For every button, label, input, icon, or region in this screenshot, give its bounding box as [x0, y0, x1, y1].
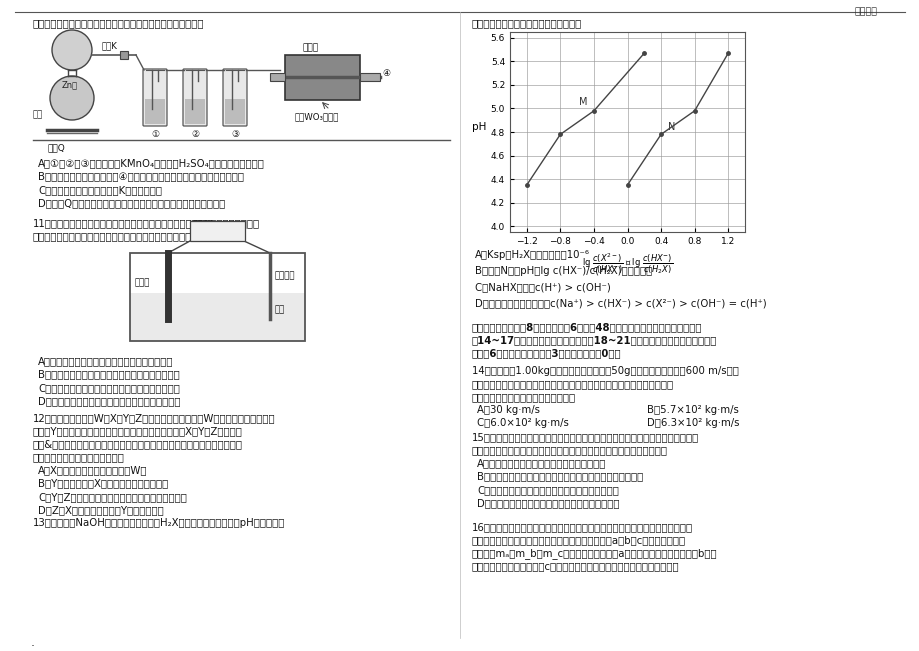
Text: D．通入的保护电流应该根据环境条件变化进行调整: D．通入的保护电流应该根据环境条件变化进行调整	[38, 396, 180, 406]
Circle shape	[52, 30, 92, 70]
Text: 冷剂，Y的原子半径是所有短周期主族元素中最大的。由X、Y和Z三种元素: 冷剂，Y的原子半径是所有短周期主族元素中最大的。由X、Y和Z三种元素	[33, 426, 243, 436]
Text: 海水: 海水	[275, 305, 285, 314]
Text: ②: ②	[191, 130, 199, 139]
Text: B．曲线N表示pH与lg c(HX⁻)/c(H₂X)的变化关系: B．曲线N表示pH与lg c(HX⁻)/c(H₂X)的变化关系	[474, 266, 652, 276]
Text: 装置Q: 装置Q	[48, 143, 65, 152]
Bar	[269, 73, 285, 81]
Text: A．速度较小的球下降相同距离所用的时间较多: A．速度较小的球下降相同距离所用的时间较多	[476, 458, 606, 468]
Text: Zn粒: Zn粒	[62, 80, 78, 89]
Text: 盐酸: 盐酸	[33, 110, 43, 119]
Text: C．6.0×10² kg·m/s: C．6.0×10² kg·m/s	[476, 418, 568, 428]
Text: 学科&网形成的一种盐溶于水后，加入稀盐酸，有黄色沉淀析出，同时有刺激: 学科&网形成的一种盐溶于水后，加入稀盐酸，有黄色沉淀析出，同时有刺激	[33, 439, 243, 449]
Text: 直流电源: 直流电源	[193, 220, 214, 229]
Text: A．Ksp（H₂X）的数量级为10⁻⁶: A．Ksp（H₂X）的数量级为10⁻⁶	[474, 250, 589, 260]
Text: D．Z与X属于同一主族，与Y属于同一周期: D．Z与X属于同一主族，与Y属于同一周期	[38, 505, 164, 516]
Text: D．速度较大的球在相同时间间隔内下降的距离较大: D．速度较大的球在相同时间间隔内下降的距离较大	[476, 499, 618, 508]
Bar	[190, 221, 244, 241]
Text: 管式炉: 管式炉	[302, 43, 319, 52]
Text: 11．支持海港码头基础的防腐技术，常用外加电流的阴极保护法进行防腐，工作原: 11．支持海港码头基础的防腐技术，常用外加电流的阴极保护法进行防腐，工作原	[33, 218, 260, 228]
Bar	[130, 253, 305, 341]
Text: 活塞K: 活塞K	[102, 41, 118, 50]
Text: 盛有WO₃的瓷舟: 盛有WO₃的瓷舟	[295, 112, 339, 121]
Text: D．当混合溶液呈中性时，c(Na⁺) > c(HX⁻) > c(X²⁻) > c(OH⁻) = c(H⁺): D．当混合溶液呈中性时，c(Na⁺) > c(HX⁻) > c(X²⁻) > c…	[474, 298, 766, 308]
Bar	[185, 99, 205, 124]
Text: M: M	[578, 97, 586, 107]
Text: 16．如图，空间某区域存在匀强电场和匀强磁场，电场方向竖直向上（与纸面平: 16．如图，空间某区域存在匀强电场和匀强磁场，电场方向竖直向上（与纸面平	[471, 522, 692, 532]
Text: 行），磁场方向垂直于纸面向量。三个带正电的微粒a、b、c电荷量相等，质: 行），磁场方向垂直于纸面向量。三个带正电的微粒a、b、c电荷量相等，质	[471, 535, 686, 545]
Y-axis label: pH: pH	[471, 122, 486, 132]
Bar	[130, 293, 305, 341]
Bar	[145, 99, 165, 124]
Text: 理如图所示，其中高硅铸铁为惰性辅助阳极。下列有关表述不正确的是: 理如图所示，其中高硅铸铁为惰性辅助阳极。下列有关表述不正确的是	[33, 231, 222, 241]
Text: B．速度较小的球在下降相同距离时在竖直方向上的速度较大: B．速度较小的球在下降相同距离时在竖直方向上的速度较大	[476, 471, 642, 482]
Text: 高硅铸铁: 高硅铸铁	[275, 271, 295, 280]
FancyBboxPatch shape	[142, 69, 167, 126]
Text: A．X的简单氢化物的热稳定性比W强: A．X的简单氢化物的热稳定性比W强	[38, 465, 147, 475]
Text: D．6.3×10² kg·m/s: D．6.3×10² kg·m/s	[646, 418, 739, 428]
Text: 13．常温下将NaOH溶液添加到已二酸（H₂X）溶液中，混合溶液的pH与离子浓度: 13．常温下将NaOH溶液添加到已二酸（H₂X）溶液中，混合溶液的pH与离子浓度	[33, 518, 285, 528]
FancyBboxPatch shape	[183, 69, 207, 126]
Circle shape	[50, 76, 94, 120]
Text: ①: ①	[151, 130, 159, 139]
Bar	[119, 51, 128, 59]
Text: N: N	[667, 122, 675, 132]
Text: 二、选择题：本题共8小题，每小题6分，共48分。在每小题给出的四个选项中，: 二、选择题：本题共8小题，每小题6分，共48分。在每小题给出的四个选项中，	[471, 322, 702, 332]
Text: ④: ④	[381, 69, 390, 78]
Text: 钢管桩: 钢管桩	[135, 278, 150, 287]
Text: B．Y的简单离子与X的具有相同的电子层结构: B．Y的简单离子与X的具有相同的电子层结构	[38, 478, 168, 488]
Text: 精品文档: 精品文档	[854, 7, 877, 16]
Text: ·: ·	[31, 640, 35, 651]
Text: D．装置Q（启普发生器）也可用于二氧化锰与浓盐酸反应制备氯气: D．装置Q（启普发生器）也可用于二氧化锰与浓盐酸反应制备氯气	[38, 199, 225, 208]
Text: （喷出过程中重力和空气阻力可忽略）: （喷出过程中重力和空气阻力可忽略）	[471, 392, 575, 402]
Text: 对的得6分，选对但不全的得3分，有选错的得0分。: 对的得6分，选对但不全的得3分，有选错的得0分。	[471, 348, 621, 358]
Text: 15．发球机从同一高度向正前方依次水平射出两个速度不同的乒乓球（忽略空气的: 15．发球机从同一高度向正前方依次水平射出两个速度不同的乒乓球（忽略空气的	[471, 432, 698, 442]
Text: C．速度较大的球通过同一水平距离所用的时间较少: C．速度较大的球通过同一水平距离所用的时间较少	[476, 485, 618, 495]
Text: 度从火箭喷口在很短时间内喷出。在燃气喷出后的瞬间，火箭的动量大小为: 度从火箭喷口在很短时间内喷出。在燃气喷出后的瞬间，火箭的动量大小为	[471, 379, 674, 389]
Text: 第14~17题只有一项符合题目要求，第18~21题有多项符合题目要求。全部选: 第14~17题只有一项符合题目要求，第18~21题有多项符合题目要求。全部选	[471, 335, 717, 345]
X-axis label: lg $\dfrac{c(X^{2-})}{c(HX^{-})}$ 或 lg $\dfrac{c(HX^{-})}{c(H_2X)}$: lg $\dfrac{c(X^{2-})}{c(HX^{-})}$ 或 lg $…	[581, 251, 673, 276]
FancyBboxPatch shape	[222, 69, 246, 126]
Bar	[359, 73, 380, 81]
Text: B．管式炉加热前，用试管在④处收集气体并点燃，通过声音判断气体纯度: B．管式炉加热前，用试管在④处收集气体并点燃，通过声音判断气体纯度	[38, 171, 244, 182]
Text: ③: ③	[231, 130, 239, 139]
Text: 14．将质量为1.00kg的模型火箭点火升空，50g燃烧的燃气以大小为600 m/s的速: 14．将质量为1.00kg的模型火箭点火升空，50g燃烧的燃气以大小为600 m…	[471, 366, 738, 376]
Text: 12．短周期主族元素W、X、Y、Z的原子序数依次增大，W的简单氢化物可用作制: 12．短周期主族元素W、X、Y、Z的原子序数依次增大，W的简单氢化物可用作制	[33, 413, 276, 423]
Text: 性气体产生。下列说法不正确的是: 性气体产生。下列说法不正确的是	[33, 452, 125, 462]
Bar	[225, 99, 244, 124]
Text: B．5.7×10² kg·m/s: B．5.7×10² kg·m/s	[646, 405, 738, 415]
Text: A．通入保护电流使钢管桩表面腐蚀电流接近于零: A．通入保护电流使钢管桩表面腐蚀电流接近于零	[38, 356, 174, 366]
Text: C．结束反应时，先关闭活塞K，再停止加热: C．结束反应时，先关闭活塞K，再停止加热	[38, 185, 162, 195]
Bar	[285, 55, 359, 100]
Text: C．NaHX溶液中c(H⁺) > c(OH⁻): C．NaHX溶液中c(H⁺) > c(OH⁻)	[474, 282, 610, 292]
Text: 面内向右做匀速直线运动，c在纸面内向左做匀速直线运动。下列选项正确的: 面内向右做匀速直线运动，c在纸面内向左做匀速直线运动。下列选项正确的	[471, 561, 679, 571]
Text: A．①、②、③中依次盛装KMnO₄溶液、浓H₂SO₄、焦性没食子酸溶液: A．①、②、③中依次盛装KMnO₄溶液、浓H₂SO₄、焦性没食子酸溶液	[38, 158, 265, 168]
Text: B．通电后外电路电子被强制从高硅铸铁流向钢管桩: B．通电后外电路电子被强制从高硅铸铁流向钢管桩	[38, 370, 179, 380]
Text: 影响）。速度较大的球越过球网，速度较小的球没有越过球网，其原因是: 影响）。速度较大的球越过球网，速度较小的球没有越过球网，其原因是	[471, 445, 667, 455]
Text: A．30 kg·m/s: A．30 kg·m/s	[476, 405, 539, 415]
Text: 变化的关系如图所示。下列叙述错误的是: 变化的关系如图所示。下列叙述错误的是	[471, 18, 582, 28]
Text: 质，焦性没食子酸溶液用于吸收少量氧气），下列说法正确的是: 质，焦性没食子酸溶液用于吸收少量氧气），下列说法正确的是	[33, 18, 204, 28]
Text: C．高硅铸铁的作用是作为损耗阳极材料和传递电流: C．高硅铸铁的作用是作为损耗阳极材料和传递电流	[38, 383, 180, 393]
Text: C．Y与Z形成化合物的水溶液可使蓝色石蕊试纸变红: C．Y与Z形成化合物的水溶液可使蓝色石蕊试纸变红	[38, 492, 187, 502]
Text: 量分别为mₐ、m_b、m_c。已知在该区域内，a在纸面内做匀速圆周运动，b在纸: 量分别为mₐ、m_b、m_c。已知在该区域内，a在纸面内做匀速圆周运动，b在纸	[471, 548, 717, 559]
